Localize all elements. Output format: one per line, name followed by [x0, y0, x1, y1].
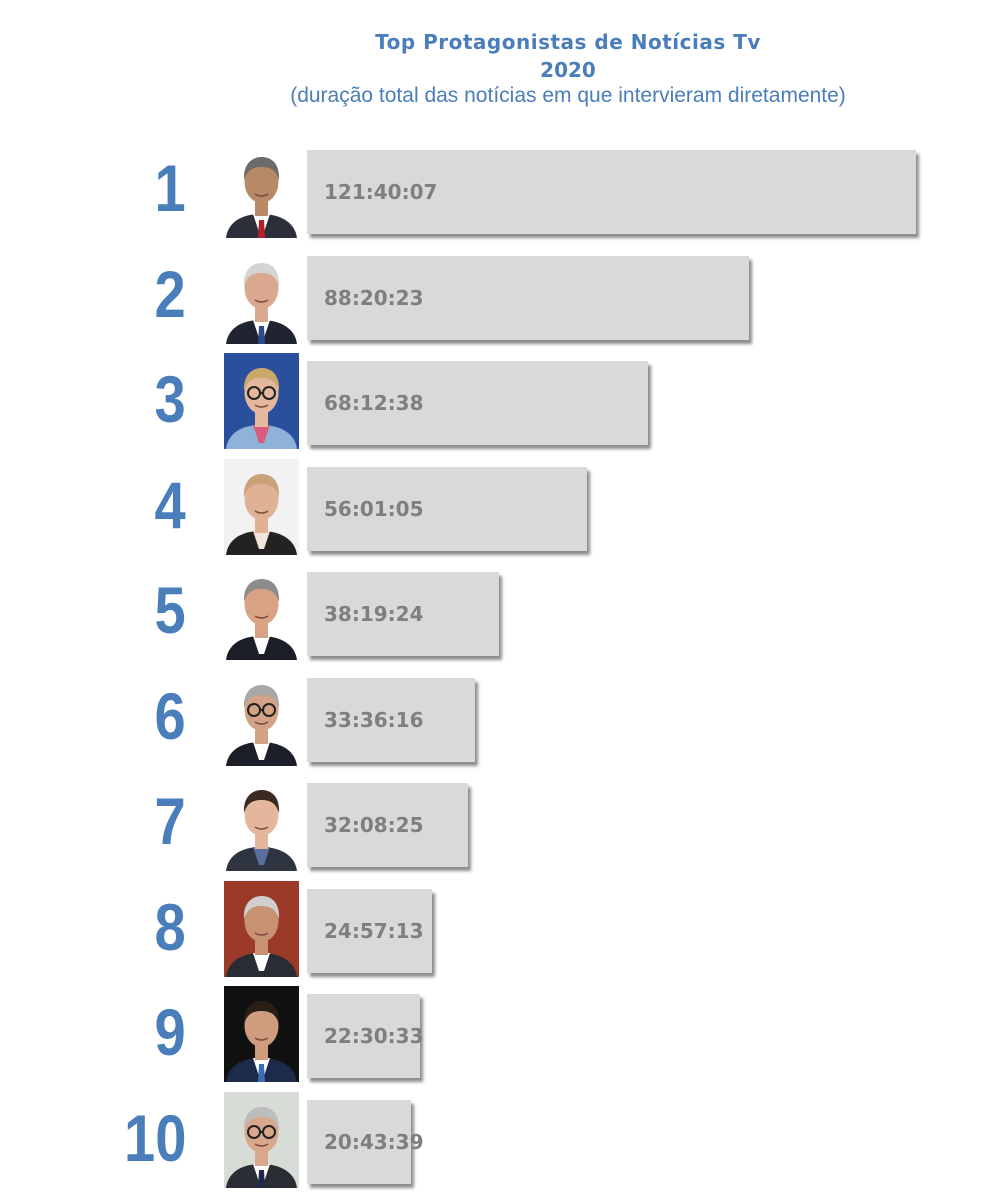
duration-bar [307, 572, 499, 656]
duration-bar [307, 677, 475, 762]
rank-number: 2 [154, 256, 186, 331]
duration-bar [307, 994, 420, 1078]
ranking-row: 4 56:01:05 [0, 458, 1006, 557]
person-photo [224, 247, 299, 344]
person-photo [224, 986, 299, 1082]
person-photo [224, 458, 299, 555]
duration-label: 33:36:16 [324, 707, 424, 732]
ranking-row: 1 121:40:07 [0, 142, 1006, 240]
rank-number: 9 [154, 995, 186, 1069]
ranking-row: 7 32:08:25 [0, 775, 1006, 873]
duration-bar [307, 255, 749, 340]
person-photo [224, 669, 299, 766]
person-photo [224, 353, 299, 449]
duration-label: 88:20:23 [324, 285, 424, 310]
chart-year: 2020 [540, 58, 596, 82]
duration-label: 121:40:07 [324, 180, 438, 204]
ranking-row: 10 20:43:39 [0, 1091, 1006, 1190]
person-photo [224, 880, 299, 977]
rank-number: 10 [123, 1100, 186, 1175]
rank-number: 8 [154, 889, 186, 964]
duration-bar [307, 783, 468, 867]
duration-label: 20:43:39 [324, 1129, 424, 1154]
person-photo [224, 142, 299, 238]
duration-bar [307, 466, 587, 551]
duration-label: 56:01:05 [324, 496, 424, 521]
duration-bar [307, 150, 916, 234]
ranking-row: 2 88:20:23 [0, 247, 1006, 346]
rank-number: 4 [154, 467, 186, 542]
duration-label: 22:30:33 [324, 1024, 424, 1048]
rank-number: 1 [154, 151, 186, 225]
chart-subtitle: (duração total das notícias em que inter… [290, 84, 846, 107]
ranking-row: 8 24:57:13 [0, 880, 1006, 979]
rank-number: 7 [154, 784, 186, 858]
chart-title-block: Top Protagonistas de Notícias Tv 2020 (d… [0, 0, 1006, 120]
person-photo [224, 775, 299, 871]
ranking-row: 6 33:36:16 [0, 669, 1006, 768]
duration-label: 38:19:24 [324, 602, 424, 626]
duration-label: 68:12:38 [324, 391, 424, 415]
person-photo [224, 564, 299, 660]
duration-bar [307, 1099, 411, 1184]
duration-bar [307, 888, 432, 973]
rank-number: 3 [154, 362, 186, 436]
duration-label: 32:08:25 [324, 813, 424, 837]
chart-title: Top Protagonistas de Notícias Tv [375, 30, 761, 54]
ranking-row: 3 68:12:38 [0, 353, 1006, 451]
duration-bar [307, 361, 648, 445]
duration-label: 24:57:13 [324, 918, 424, 943]
person-photo [224, 1091, 299, 1188]
rank-number: 5 [154, 573, 186, 647]
rank-number: 6 [154, 678, 186, 753]
ranking-row: 5 38:19:24 [0, 564, 1006, 662]
ranking-row: 9 22:30:33 [0, 986, 1006, 1084]
